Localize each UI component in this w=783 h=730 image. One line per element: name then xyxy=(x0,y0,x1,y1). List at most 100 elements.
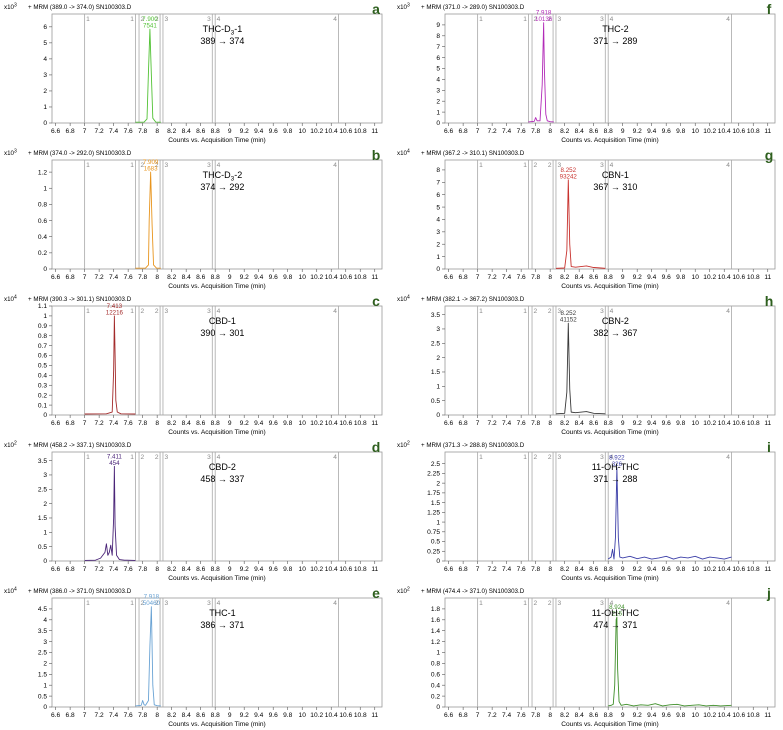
segment-marker-label: 4 xyxy=(333,308,337,315)
x-tick-label: 10 xyxy=(692,566,700,573)
y-tick-label: 1 xyxy=(43,530,47,537)
compound-name: THC-2 xyxy=(602,24,629,34)
x-tick-label: 8.8 xyxy=(604,274,613,281)
x-tick-label: 10.4 xyxy=(718,566,731,573)
peak-retention-time: 7.918 xyxy=(144,594,160,601)
x-tick-label: 6.6 xyxy=(444,566,453,573)
peak-area: 7541 xyxy=(143,23,157,30)
x-tick-label: 7.2 xyxy=(95,128,104,135)
y-tick-label: 9 xyxy=(436,22,440,29)
y-tick-label: 2 xyxy=(43,661,47,668)
y-tick-label: 4 xyxy=(43,617,47,624)
x-tick-label: 10.2 xyxy=(703,420,716,427)
y-exponent-label: x103 xyxy=(4,3,17,12)
y-exponent-label: x104 xyxy=(397,295,410,304)
x-tick-label: 7.6 xyxy=(517,128,526,135)
chromatogram-trace xyxy=(135,171,161,269)
x-tick-label: 8.8 xyxy=(604,566,613,573)
x-tick-label: 8.2 xyxy=(560,420,569,427)
x-tick-label: 8.4 xyxy=(182,128,191,135)
x-tick-label: 8 xyxy=(155,274,159,281)
x-tick-label: 10.8 xyxy=(354,712,367,719)
y-tick-label: 1.5 xyxy=(431,500,440,507)
x-tick-label: 9 xyxy=(621,128,625,135)
x-tick-label: 6.6 xyxy=(444,712,453,719)
x-tick-label: 6.8 xyxy=(459,566,468,573)
segment-marker-label: 3 xyxy=(164,16,168,23)
x-tick-label: 8.2 xyxy=(167,128,176,135)
y-exponent-label: x103 xyxy=(4,149,17,158)
y-tick-label: 3.5 xyxy=(38,628,47,635)
x-tick-label: 7.4 xyxy=(109,128,118,135)
y-tick-label: 0.3 xyxy=(38,382,47,389)
peak-area: 41152 xyxy=(560,317,577,324)
x-tick-label: 9 xyxy=(228,712,232,719)
plot-frame xyxy=(51,305,383,416)
y-tick-label: 0.8 xyxy=(38,202,47,209)
mrm-header: + MRM (371.0 -> 289.0) SN100303.D xyxy=(421,4,525,11)
peak-retention-time: 7.413 xyxy=(107,303,123,310)
x-tick-label: 10.6 xyxy=(732,274,745,281)
x-tick-label: 7.2 xyxy=(95,274,104,281)
x-tick-label: 8.2 xyxy=(167,274,176,281)
panel-letter: e xyxy=(372,585,380,601)
x-tick-label: 7.6 xyxy=(517,712,526,719)
x-axis-label: Counts vs. Acquisition Time (min) xyxy=(168,283,265,290)
x-tick-label: 9.6 xyxy=(269,712,278,719)
y-tick-label: 4 xyxy=(436,77,440,84)
segment-marker-label: 4 xyxy=(217,308,221,315)
y-tick-label: 3 xyxy=(436,326,440,333)
x-tick-label: 10.6 xyxy=(732,128,745,135)
x-tick-label: 7.8 xyxy=(531,128,540,135)
y-tick-label: 4 xyxy=(436,217,440,224)
x-tick-label: 10.6 xyxy=(339,420,352,427)
x-tick-label: 9.8 xyxy=(283,420,292,427)
x-tick-label: 10.6 xyxy=(339,128,352,135)
segment-marker-label: 1 xyxy=(479,162,483,169)
chromatogram-trace xyxy=(608,616,732,707)
y-tick-label: 0.2 xyxy=(38,250,47,257)
segment-marker-label: 3 xyxy=(557,600,561,607)
y-tick-label: 1 xyxy=(43,682,47,689)
x-tick-label: 6.6 xyxy=(51,128,60,135)
y-tick-label: 1.25 xyxy=(427,510,440,517)
peak-area: 215 xyxy=(612,611,623,618)
plot-frame xyxy=(444,305,776,416)
segment-marker-label: 2 xyxy=(155,162,159,169)
x-tick-label: 7 xyxy=(476,566,480,573)
x-tick-label: 8.2 xyxy=(560,128,569,135)
chromatogram-trace xyxy=(135,28,161,123)
plot-frame xyxy=(444,597,776,708)
x-tick-label: 11 xyxy=(764,566,771,573)
mrm-header: + MRM (390.3 -> 301.1) SN100303.D xyxy=(28,296,132,303)
x-tick-label: 8 xyxy=(548,566,552,573)
x-tick-label: 11 xyxy=(764,128,771,135)
x-tick-label: 7.4 xyxy=(502,128,511,135)
x-tick-label: 7.4 xyxy=(109,566,118,573)
x-tick-label: 11 xyxy=(764,274,771,281)
chromatogram-svg-j: x102 + MRM (474.4 -> 371.0) SN100303.D j 0 0… xyxy=(397,585,776,728)
x-tick-label: 10.2 xyxy=(703,712,716,719)
x-tick-label: 9.2 xyxy=(633,128,642,135)
x-tick-label: 8.4 xyxy=(575,128,584,135)
y-tick-label: 1 xyxy=(43,185,47,192)
y-tick-label: 1.2 xyxy=(38,169,47,176)
y-tick-label: 0.5 xyxy=(38,544,47,551)
x-tick-label: 9.2 xyxy=(240,712,249,719)
x-tick-label: 7 xyxy=(476,274,480,281)
chromatogram-panel-b: x103 + MRM (374.0 -> 292.0) SN100303.D b 0 0… xyxy=(0,146,390,291)
y-exponent-label: x103 xyxy=(397,3,410,12)
x-tick-label: 9.2 xyxy=(240,420,249,427)
x-tick-label: 10 xyxy=(299,420,307,427)
x-tick-label: 10.4 xyxy=(325,274,338,281)
segment-marker-label: 3 xyxy=(164,454,168,461)
plot-frame xyxy=(444,451,776,562)
chromatogram-trace xyxy=(135,606,161,707)
mrm-transition: 389 → 374 xyxy=(200,36,244,46)
plot-frame xyxy=(51,159,383,270)
segment-marker-label: 4 xyxy=(726,16,730,23)
x-tick-label: 10.4 xyxy=(718,274,731,281)
peak-area: 326 xyxy=(612,461,623,468)
segment-marker-label: 3 xyxy=(207,454,211,461)
x-tick-label: 9.2 xyxy=(240,274,249,281)
